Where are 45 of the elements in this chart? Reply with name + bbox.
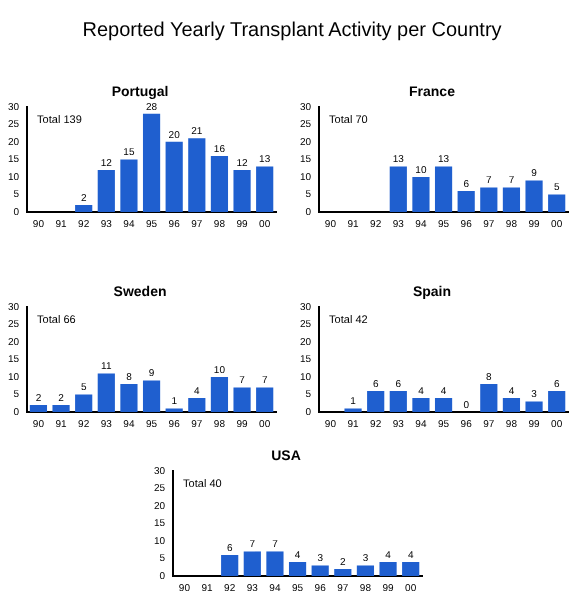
- bar: [233, 387, 251, 412]
- bar: [434, 166, 453, 212]
- bar: [502, 397, 521, 412]
- bar: [525, 180, 543, 212]
- bar: [480, 383, 498, 412]
- bar: [221, 554, 239, 576]
- bar: [97, 169, 115, 212]
- bar: [389, 166, 407, 212]
- bar: [548, 194, 566, 212]
- bar: [288, 561, 307, 576]
- bar: [379, 561, 397, 576]
- bar: [457, 190, 475, 212]
- bar: [548, 390, 566, 412]
- bar: [412, 176, 430, 212]
- bar: [120, 383, 138, 412]
- bar: [243, 551, 261, 576]
- bar: [356, 565, 375, 576]
- bar: [266, 551, 284, 576]
- bar: [165, 141, 183, 212]
- bar: [97, 373, 115, 412]
- bar: [256, 387, 274, 412]
- bar: [256, 166, 274, 212]
- bar: [188, 138, 206, 212]
- bar: [233, 169, 251, 212]
- bar: [402, 561, 420, 576]
- bar: [188, 397, 206, 412]
- bar: [120, 159, 138, 212]
- bar: [434, 397, 453, 412]
- bar: [367, 390, 385, 412]
- chart-title: Reported Yearly Transplant Activity per Country: [80, 20, 504, 42]
- bar: [142, 113, 161, 212]
- bar: [311, 565, 329, 576]
- bar: [75, 204, 93, 212]
- bar: [210, 376, 229, 412]
- bar: [75, 394, 93, 412]
- bar: [210, 155, 229, 212]
- bar: [334, 568, 352, 576]
- bar: [389, 390, 407, 412]
- bar: [525, 401, 543, 412]
- bar: [480, 187, 498, 212]
- bar: [142, 380, 161, 412]
- bar: [502, 187, 521, 212]
- bar: [412, 397, 430, 412]
- bar: [29, 404, 48, 412]
- bar: [52, 404, 70, 412]
